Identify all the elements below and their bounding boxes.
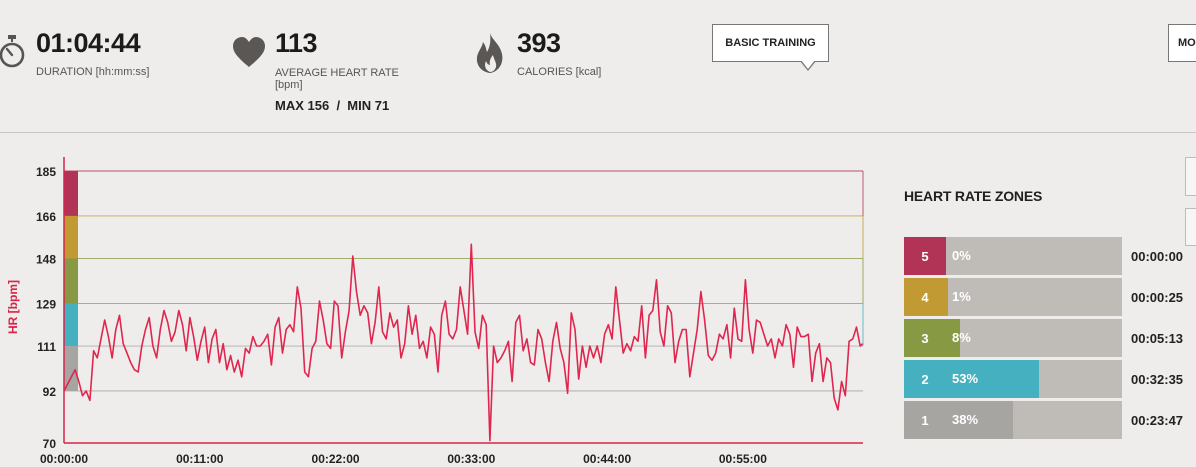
- y-tick-label: 148: [36, 253, 56, 267]
- y-tick-label: 92: [43, 385, 57, 399]
- x-tick-label: 00:00:00: [40, 452, 88, 466]
- zone-fill-bar: [946, 360, 1039, 398]
- heart-rate-chart: 185 166 148 129 111 92 70 HR [bpm] 00:00:00 00:11…: [6, 157, 864, 466]
- flame-icon: [474, 32, 506, 74]
- calories-value: 393: [517, 28, 561, 58]
- max-min-separator: /: [336, 98, 341, 113]
- zone-band-marker: [64, 215, 78, 259]
- more-button-label: MO: [1178, 37, 1196, 49]
- zone-percent: 53%: [952, 371, 979, 386]
- y-tick-label: 70: [43, 437, 57, 451]
- zone-fill-bar: [946, 401, 1013, 439]
- x-tick-label: 00:22:00: [312, 452, 360, 466]
- zone-fill-bar: [946, 319, 960, 357]
- zone-number: 5: [904, 237, 946, 275]
- training-type-label: BASIC TRAINING: [725, 37, 816, 49]
- zone-number: 1: [904, 401, 946, 439]
- zone-time: 00:32:35: [1131, 372, 1184, 387]
- zone-percent: 8%: [952, 330, 971, 345]
- zone-band-marker: [64, 303, 78, 347]
- max-heart-rate: MAX 156: [275, 98, 330, 113]
- y-tick-label: 129: [36, 297, 56, 311]
- zone-time: 00:00:25: [1131, 290, 1184, 305]
- side-control-top[interactable]: [1185, 157, 1196, 196]
- zone-percent: 1%: [952, 289, 971, 304]
- min-heart-rate: MIN 71: [347, 98, 390, 113]
- zone-row-5: 5 0%: [904, 237, 1122, 275]
- bubble-tail-inner: [801, 60, 815, 69]
- zone-band-marker: [64, 171, 78, 216]
- zone-percent: 38%: [952, 412, 979, 427]
- zone-band-marker: [64, 346, 78, 391]
- x-tick-label: 00:55:00: [719, 452, 767, 466]
- heart-rate-line: [63, 243, 864, 442]
- heart-rate-max-min: MAX 156 / MIN 71: [275, 98, 389, 113]
- zone-number: 4: [904, 278, 946, 316]
- heart-rate-label: AVERAGE HEART RATE [bpm]: [275, 67, 399, 91]
- zone-row-3: 3 8%: [904, 319, 1122, 357]
- zone-row-4: 4 1%: [904, 278, 1122, 316]
- y-tick-label: 111: [37, 340, 56, 354]
- y-tick-label: 185: [36, 165, 56, 179]
- duration-value: 01:04:44: [36, 28, 141, 58]
- zone-time: 00:23:47: [1131, 413, 1184, 428]
- x-tick-label: 00:33:00: [447, 452, 495, 466]
- zone-number: 3: [904, 319, 946, 357]
- duration-label: DURATION [hh:mm:ss]: [36, 66, 150, 78]
- header-divider: [0, 132, 1196, 133]
- zone-time: 00:05:13: [1131, 331, 1184, 346]
- zone-row-2: 2 53%: [904, 360, 1122, 398]
- y-axis-title: HR [bpm]: [6, 280, 20, 334]
- x-tick-label: 00:11:00: [176, 452, 224, 466]
- x-tick-label: 00:44:00: [583, 452, 631, 466]
- zone-time: 00:00:00: [1131, 249, 1184, 264]
- side-control-bottom[interactable]: [1185, 208, 1196, 246]
- training-type-button[interactable]: BASIC TRAINING: [712, 24, 829, 62]
- zone-band-marker: [64, 258, 78, 304]
- more-button[interactable]: MO: [1168, 24, 1196, 62]
- zones-title: HEART RATE ZONES: [904, 188, 1043, 204]
- stopwatch-icon: [0, 34, 28, 70]
- heart-icon: [232, 36, 266, 70]
- zone-number: 2: [904, 360, 946, 398]
- heart-rate-value: 113: [275, 28, 318, 58]
- zone-percent: 0%: [952, 248, 971, 263]
- zone-fill-bar: [946, 278, 948, 316]
- calories-label: CALORIES [kcal]: [517, 66, 602, 78]
- y-tick-label: 166: [36, 210, 56, 224]
- zone-row-1: 1 38%: [904, 401, 1122, 439]
